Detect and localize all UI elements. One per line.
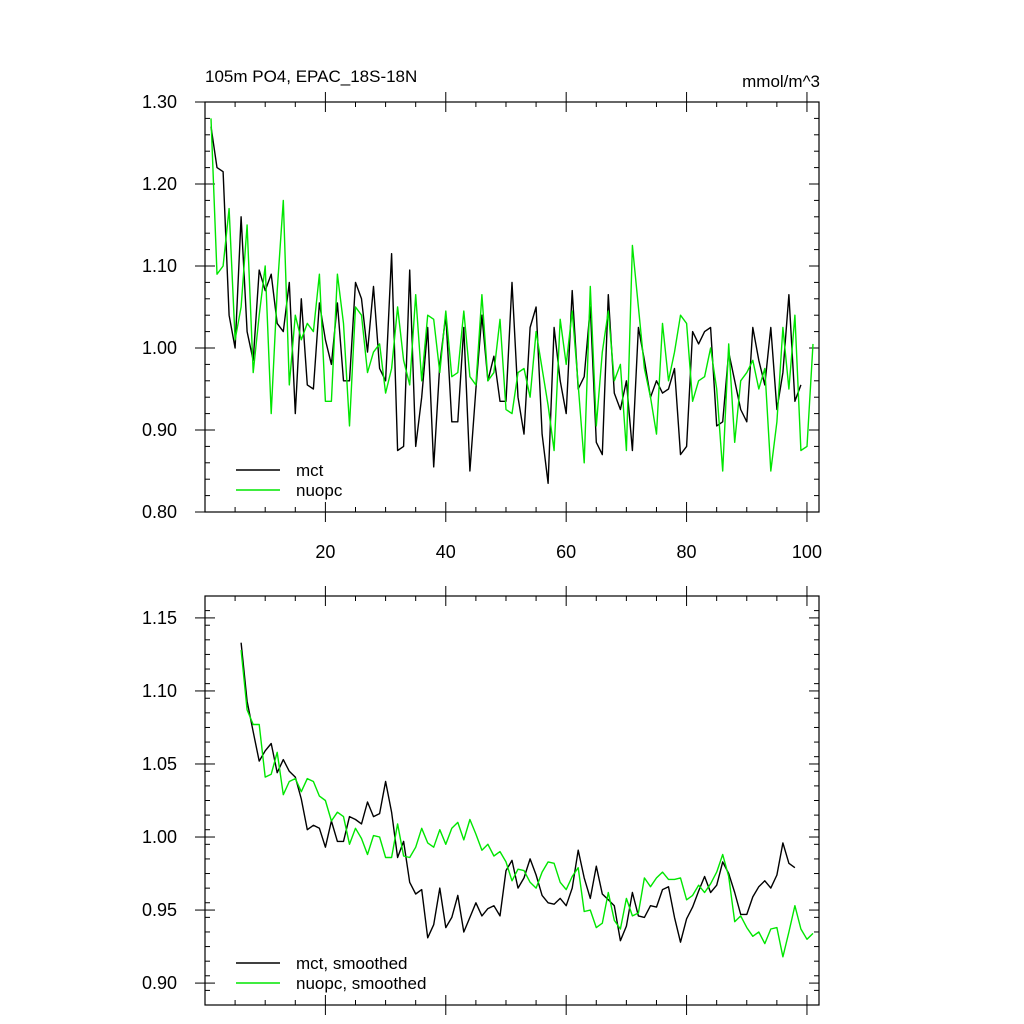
bottom-series-nuopc — [240, 649, 814, 958]
chart-title: 105m PO4, EPAC_18S-18N — [205, 67, 417, 86]
units-label: mmol/m^3 — [742, 72, 820, 91]
top-xtick-label: 100 — [792, 542, 822, 562]
bottom-ytick-label: 1.05 — [142, 754, 177, 774]
top-xtick-label: 80 — [677, 542, 697, 562]
bottom-panel: 0.90 0.95 1.00 1.05 1.10 1.15 mct, smoothednuo… — [142, 586, 820, 1015]
top-series-nuopc — [210, 118, 814, 472]
bottom-ytick-label: 1.10 — [142, 681, 177, 701]
bottom-ytick-label: 0.90 — [142, 973, 177, 993]
top-ytick-label: 1.30 — [142, 92, 177, 112]
bottom-legend-label: mct, smoothed — [296, 954, 408, 973]
top-xtick-label: 60 — [556, 542, 576, 562]
bottom-ytick-label: 0.95 — [142, 900, 177, 920]
top-plot-frame — [204, 101, 820, 513]
top-ytick-label: 0.80 — [142, 502, 177, 522]
bottom-series-mct — [240, 642, 796, 943]
top-ytick-label: 1.00 — [142, 338, 177, 358]
bottom-legend-label: nuopc, smoothed — [296, 974, 426, 993]
top-panel: 0.80 0.90 1.00 1.10 1.20 1.30 20 40 60 80 100 mctnu… — [142, 92, 822, 562]
top-ytick-label: 1.10 — [142, 256, 177, 276]
top-ytick-label: 1.20 — [142, 174, 177, 194]
top-series-mct — [210, 126, 802, 484]
top-legend-label: mct — [296, 461, 324, 480]
bottom-plot-frame — [204, 595, 820, 1006]
top-legend-label: nuopc — [296, 481, 343, 500]
bottom-ytick-label: 1.15 — [142, 608, 177, 628]
top-ytick-label: 0.90 — [142, 420, 177, 440]
top-xtick-label: 20 — [315, 542, 335, 562]
bottom-ytick-label: 1.00 — [142, 827, 177, 847]
top-xtick-label: 40 — [436, 542, 456, 562]
